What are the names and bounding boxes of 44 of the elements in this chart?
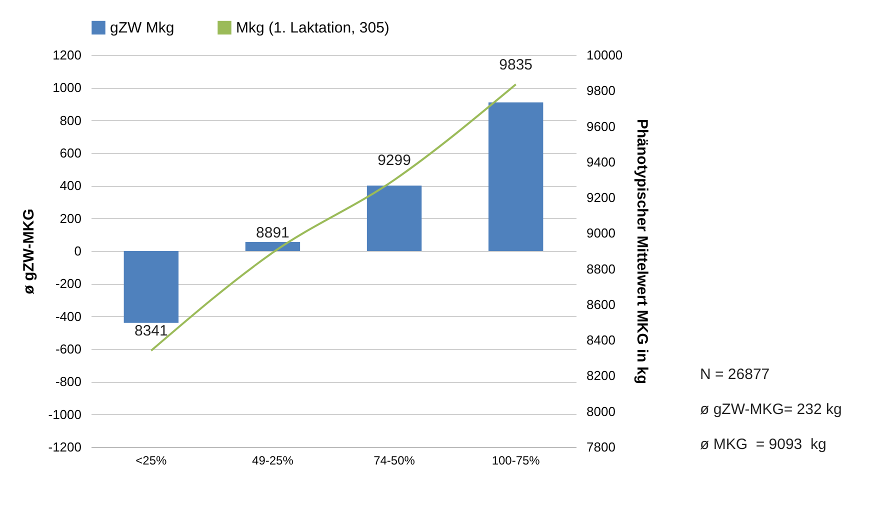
y2-tick-label: 9800: [586, 83, 616, 98]
data-label: 9299: [378, 152, 411, 169]
data-label: 8891: [256, 224, 290, 242]
y-tick-label: 0: [74, 244, 82, 258]
y-tick-label: 400: [60, 178, 82, 194]
y-tick-label: 1200: [52, 48, 82, 62]
data-label: 9835: [499, 56, 533, 74]
text: N = 26877: [700, 366, 771, 383]
text: ø MKG = 9093 kg: [700, 436, 828, 453]
legend-label: gZW Mkg: [110, 20, 174, 37]
y2-tick-label: 8800: [586, 261, 616, 276]
y-tick-label: -800: [55, 374, 82, 390]
y-tick-label: 800: [60, 112, 82, 128]
bar: [124, 251, 179, 323]
text: ø gZW-MKG= 232 kg: [700, 401, 842, 418]
y2-tick-label: 9200: [586, 190, 616, 206]
y2-tick-label: 7800: [586, 440, 616, 454]
x-tick-label: 49-25%: [252, 454, 294, 468]
y2-tick-label: 10000: [586, 48, 623, 62]
y2-tick-label: 9600: [586, 118, 616, 134]
bar: [488, 102, 544, 251]
y2-tick-label: 8200: [586, 368, 616, 384]
y-tick-label: -600: [55, 342, 82, 356]
data-label: 8341: [134, 322, 168, 340]
y-tick-label: -1200: [48, 440, 82, 454]
y2-tick-label: 8000: [586, 404, 616, 419]
y2-tick-label: 8600: [586, 296, 616, 312]
legend-label: Mkg (1. Laktation, 305): [236, 20, 390, 37]
x-tick-label: 74-50%: [374, 454, 416, 468]
y-tick-label: -1000: [48, 406, 82, 422]
y-tick-label: 1000: [52, 80, 82, 96]
bar: [366, 186, 422, 251]
y2-axis-title: Phänotypischer Mittelwert MKG in kg: [634, 118, 651, 384]
y-tick-label: 600: [60, 146, 82, 160]
y-axis-title: ø gZW-MKG: [20, 208, 38, 294]
bar: [245, 242, 300, 251]
y2-tick-label: 9400: [586, 154, 616, 170]
y2-tick-label: 9000: [586, 226, 616, 241]
y2-tick-label: 8400: [586, 332, 616, 348]
x-tick-label: <25%: [136, 454, 168, 468]
y-tick-label: 200: [60, 210, 82, 226]
x-tick-label: 100-75%: [492, 454, 540, 468]
y-tick-label: -200: [55, 276, 82, 292]
y-tick-label: -400: [55, 308, 82, 324]
